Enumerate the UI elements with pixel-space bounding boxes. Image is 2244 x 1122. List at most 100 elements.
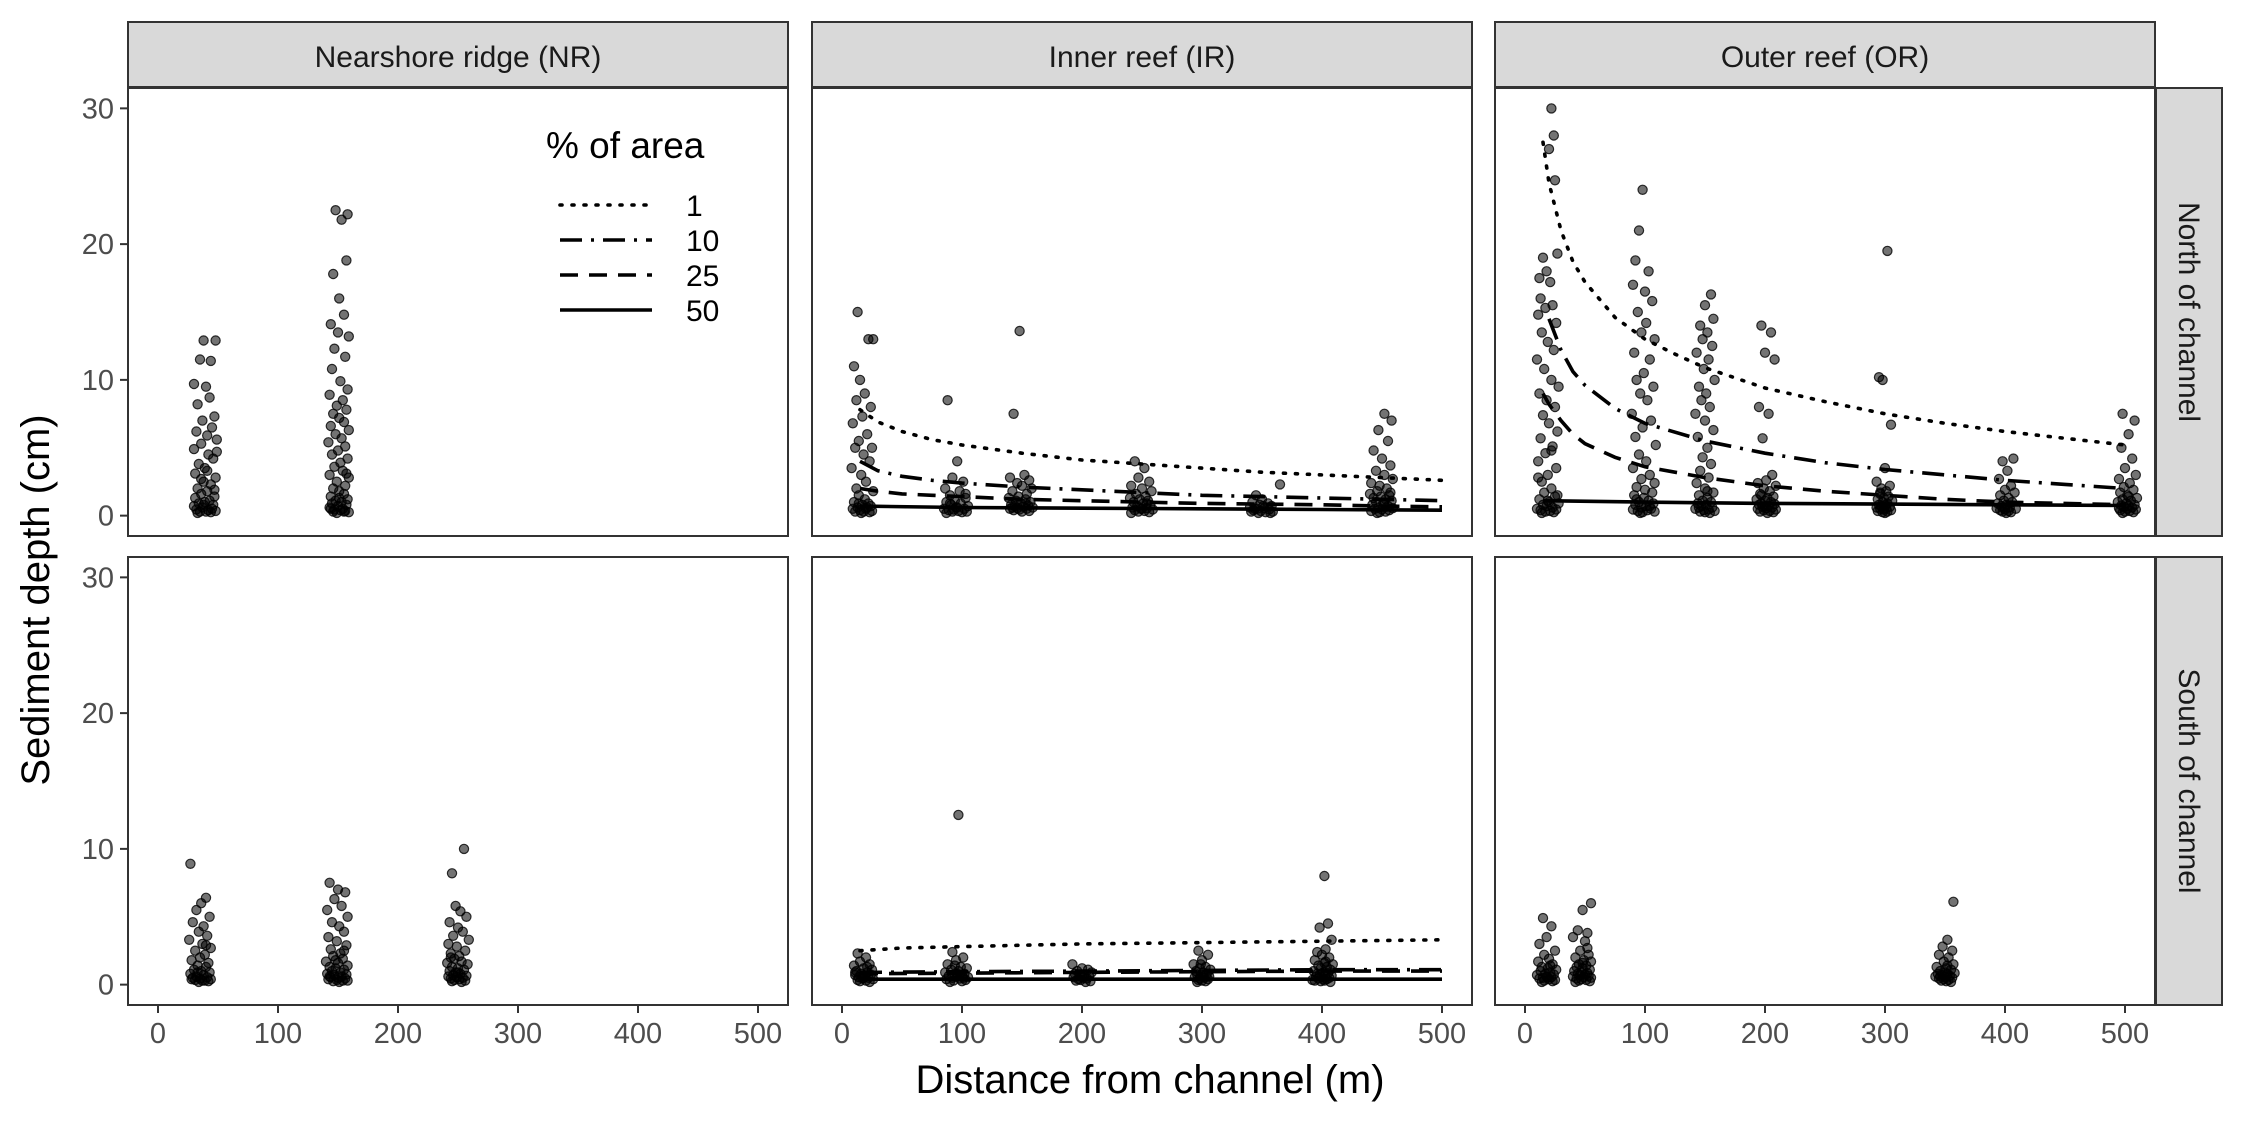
data-point (1765, 327, 1777, 338)
x-tick-label: 500 (734, 1018, 782, 1050)
data-point (1877, 374, 1888, 386)
data-point (1550, 462, 1562, 474)
data-point (1577, 904, 1588, 916)
data-point (1631, 374, 1642, 386)
data-point (1942, 960, 1953, 971)
data-point (1632, 306, 1644, 318)
data-point (846, 462, 857, 474)
data-point (338, 945, 350, 956)
data-point (1584, 976, 1596, 987)
data-point (953, 809, 964, 821)
data-point (2123, 429, 2134, 440)
curve-10-percent (859, 459, 1443, 503)
y-tick-label: 20 (82, 229, 114, 261)
data-point (1365, 477, 1377, 489)
data-point (866, 442, 878, 453)
data-point (463, 934, 474, 946)
data-point (210, 335, 221, 346)
data-point (1763, 408, 1774, 419)
data-point (1640, 317, 1652, 329)
data-point (191, 426, 202, 437)
data-point (1274, 479, 1286, 490)
data-point (1553, 381, 1564, 392)
data-point (868, 334, 879, 345)
data-point (1585, 898, 1597, 909)
data-point (1541, 931, 1552, 943)
data-point (334, 293, 345, 304)
panels-layer (127, 87, 2156, 1006)
row-strip: North of channel (2155, 87, 2223, 537)
data-point (328, 268, 339, 280)
data-point (1697, 452, 1708, 463)
data-point (2117, 507, 2128, 519)
legend-entry: 10 (560, 225, 719, 258)
data-point (338, 416, 350, 428)
data-point (1542, 469, 1554, 481)
data-point (1997, 456, 2008, 467)
panel-2-1 (1494, 556, 2156, 1006)
data-point (188, 443, 200, 455)
data-point (1643, 266, 1654, 277)
data-point (185, 858, 196, 870)
data-point (942, 395, 953, 406)
column-strip: Outer reef (OR) (1494, 21, 2156, 88)
strip-background (811, 21, 1473, 88)
data-point (338, 926, 350, 937)
data-point (2119, 462, 2131, 474)
data-point (1314, 922, 1325, 933)
x-tick-label: 100 (938, 1018, 986, 1050)
data-point (1536, 507, 1548, 519)
y-tick-label: 20 (82, 698, 114, 730)
data-point (198, 335, 209, 346)
data-point (192, 967, 203, 978)
data-point (342, 911, 353, 923)
data-point (324, 389, 335, 400)
data-point (334, 976, 345, 988)
y-tick-label: 0 (98, 970, 114, 1002)
legend-label: 1 (686, 190, 703, 223)
data-point (1382, 435, 1394, 447)
data-point (1708, 313, 1719, 324)
data-point (1534, 388, 1545, 399)
data-point (1368, 445, 1379, 456)
data-point (211, 446, 222, 457)
panel-1-0 (811, 87, 1473, 537)
data-point (857, 411, 868, 422)
data-point (457, 926, 468, 937)
data-point (1636, 473, 1647, 485)
x-tick-label: 0 (150, 1018, 166, 1050)
data-point (1577, 957, 1588, 969)
data-point (323, 437, 334, 448)
data-point (448, 930, 459, 942)
data-point (1385, 487, 1396, 498)
column-strip-label: Inner reef (IR) (1049, 41, 1236, 74)
data-point (851, 395, 862, 406)
data-point (192, 399, 203, 410)
data-point (860, 476, 872, 487)
data-point (1646, 295, 1658, 307)
data-point (941, 507, 952, 519)
data-point (1537, 410, 1549, 421)
data-point (1542, 972, 1554, 984)
data-point (195, 473, 207, 485)
column-strip: Nearshore ridge (NR) (127, 21, 789, 88)
data-point (2126, 453, 2138, 464)
data-point (1705, 289, 1717, 300)
curve-25-percent (1541, 392, 2126, 507)
data-point (1548, 507, 1560, 518)
data-point (1691, 347, 1702, 358)
data-point (1638, 367, 1650, 379)
data-point (850, 442, 861, 453)
data-point (859, 388, 871, 399)
data-point (341, 255, 352, 266)
data-point (1633, 225, 1645, 236)
data-point (458, 843, 470, 855)
data-point (1627, 279, 1639, 290)
data-point (326, 363, 338, 375)
data-point (1193, 945, 1204, 956)
data-point (1544, 960, 1556, 971)
data-point (1546, 445, 1557, 456)
data-point (1644, 469, 1656, 481)
x-tick-label: 200 (1741, 1018, 1789, 1050)
